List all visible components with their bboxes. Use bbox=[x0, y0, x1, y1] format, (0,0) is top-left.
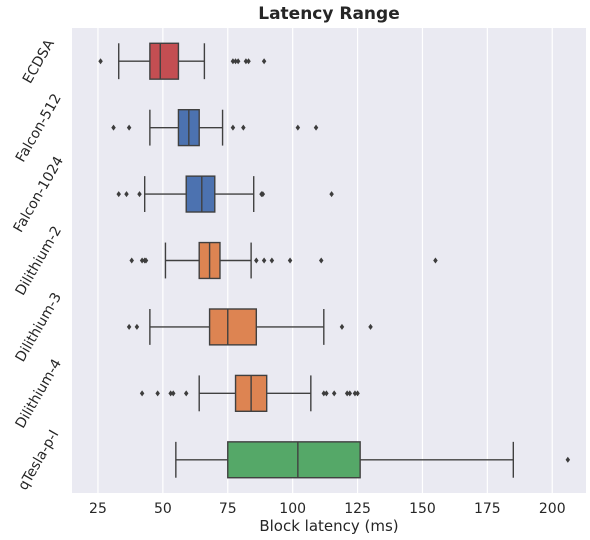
outlier-point bbox=[170, 390, 176, 397]
outlier-point bbox=[126, 124, 132, 131]
box-iqr bbox=[208, 308, 258, 346]
x-tick-label: 150 bbox=[409, 501, 436, 517]
outlier-point bbox=[230, 58, 236, 65]
outlier-point bbox=[124, 191, 129, 198]
outlier-point bbox=[235, 58, 241, 65]
outlier-point bbox=[137, 191, 142, 198]
box-series bbox=[98, 42, 571, 479]
outlier-point bbox=[565, 456, 571, 463]
outlier-point bbox=[261, 257, 267, 264]
outlier-point bbox=[230, 124, 236, 131]
outlier-point bbox=[295, 124, 301, 131]
outlier-point bbox=[233, 58, 238, 65]
x-tick-label: 100 bbox=[279, 501, 306, 517]
outlier-point bbox=[347, 390, 353, 397]
box-falcon-512 bbox=[111, 109, 319, 147]
outlier-point bbox=[134, 323, 140, 330]
outlier-point bbox=[129, 257, 134, 264]
outlier-point bbox=[331, 390, 337, 397]
outlier-point bbox=[243, 58, 249, 65]
outlier-point bbox=[111, 124, 116, 131]
outlier-point bbox=[254, 257, 259, 264]
outlier-point bbox=[313, 124, 319, 131]
outlier-point bbox=[261, 58, 267, 65]
x-tick-label: 200 bbox=[539, 501, 566, 517]
box-iqr bbox=[185, 175, 216, 213]
outlier-point bbox=[368, 323, 373, 330]
plot-area bbox=[72, 28, 586, 493]
x-tick-label: 175 bbox=[474, 501, 501, 517]
outlier-point bbox=[324, 390, 329, 397]
outlier-point bbox=[269, 257, 275, 264]
box-dilithium-3 bbox=[126, 308, 373, 346]
outlier-point bbox=[355, 390, 360, 397]
outlier-point bbox=[168, 390, 173, 397]
outlier-point bbox=[98, 58, 103, 65]
outlier-point bbox=[329, 191, 334, 198]
outlier-point bbox=[318, 257, 324, 264]
box-dilithium-2 bbox=[129, 241, 438, 280]
x-tick-label: 50 bbox=[154, 501, 172, 517]
outlier-point bbox=[287, 257, 293, 264]
outlier-point bbox=[155, 390, 160, 397]
outlier-point bbox=[344, 390, 350, 397]
outlier-point bbox=[339, 323, 345, 330]
outlier-point bbox=[241, 124, 246, 131]
outlier-point bbox=[433, 257, 438, 264]
box-ecdsa bbox=[98, 42, 267, 80]
outlier-point bbox=[260, 191, 266, 198]
outlier-point bbox=[352, 390, 358, 397]
x-tick-label: 25 bbox=[89, 501, 107, 517]
x-tick-label: 75 bbox=[219, 501, 237, 517]
outlier-point bbox=[139, 257, 145, 264]
outlier-point bbox=[126, 323, 132, 330]
outlier-point bbox=[183, 390, 189, 397]
outlier-point bbox=[116, 191, 121, 198]
x-axis-ticks: 25 50 75 100 125 150 175 200 bbox=[89, 501, 566, 517]
outlier-point bbox=[321, 390, 327, 397]
outlier-point bbox=[139, 390, 145, 397]
outlier-point bbox=[246, 58, 251, 65]
chart-title: Latency Range bbox=[258, 4, 400, 24]
box-falcon-1024 bbox=[116, 175, 334, 213]
x-axis-label: Block latency (ms) bbox=[259, 517, 398, 535]
box-dilithium-4 bbox=[139, 374, 360, 412]
box-qtesla-p-i bbox=[175, 441, 571, 479]
x-tick-label: 125 bbox=[344, 501, 371, 517]
outlier-point bbox=[143, 257, 149, 264]
box-iqr bbox=[227, 441, 361, 479]
box-iqr bbox=[149, 42, 180, 80]
